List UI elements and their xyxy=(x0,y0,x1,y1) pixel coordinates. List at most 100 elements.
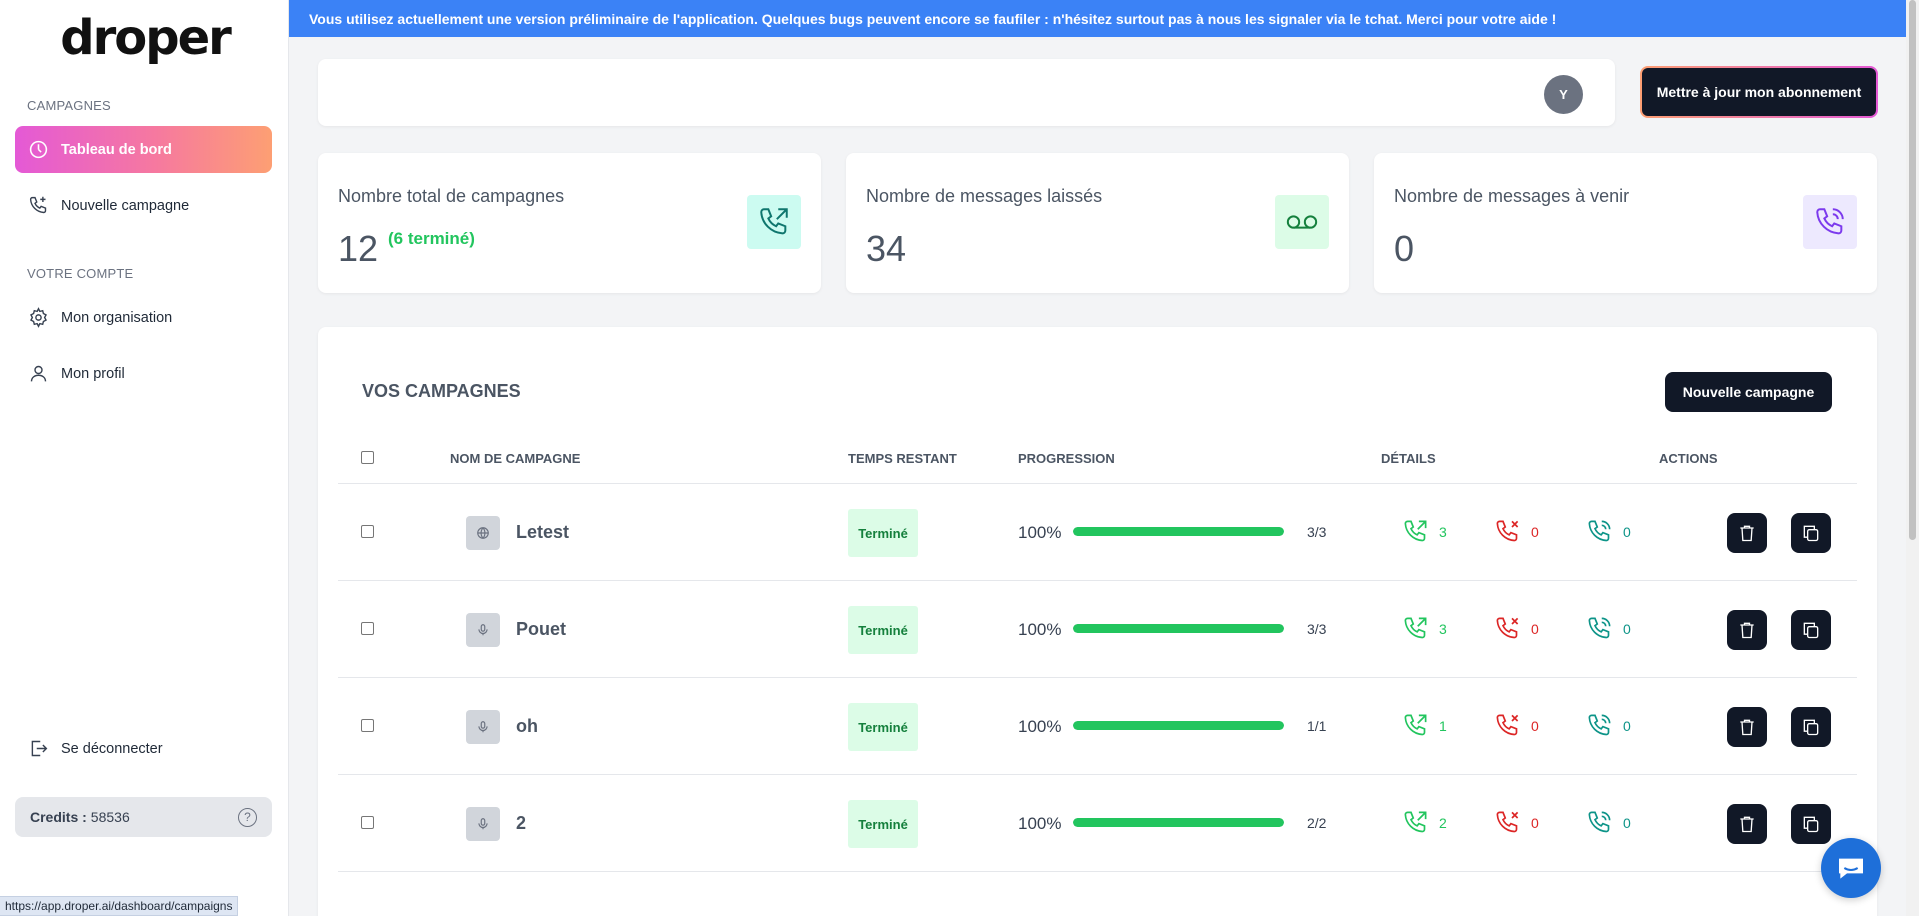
globe-icon xyxy=(466,516,500,550)
sent-count: 3 xyxy=(1439,620,1447,637)
progress-fill xyxy=(1073,527,1284,536)
gear-icon xyxy=(30,307,47,328)
column-header-time-left: TEMPS RESTANT xyxy=(848,451,957,466)
delete-button[interactable] xyxy=(1727,610,1767,650)
stat-card-messages-left: Nombre de messages laissés 34 xyxy=(846,153,1349,293)
progress-fill xyxy=(1073,624,1284,633)
detail-sent: 2 xyxy=(1402,809,1447,836)
detail-pending: 0 xyxy=(1586,712,1631,739)
progress-percent: 100% xyxy=(1018,717,1062,736)
trash-icon xyxy=(1737,523,1757,543)
logout-button[interactable]: Se déconnecter xyxy=(15,725,272,772)
phone-signal-icon xyxy=(1586,809,1613,836)
page-scrollbar[interactable] xyxy=(1906,0,1919,916)
duplicate-button[interactable] xyxy=(1791,707,1831,747)
sent-count: 1 xyxy=(1439,717,1447,734)
stat-label: Nombre total de campagnes xyxy=(338,186,565,206)
campaign-name[interactable]: 2 xyxy=(516,813,527,833)
droper-logo[interactable]: droper xyxy=(60,10,232,66)
upgrade-subscription-button[interactable]: Mettre à jour mon abonnement xyxy=(1640,66,1878,118)
sidebar-item-organisation[interactable]: Mon organisation xyxy=(15,294,272,341)
progress-fill xyxy=(1073,721,1284,730)
detail-failed: 0 xyxy=(1494,615,1539,642)
campaigns-title: VOS CAMPAGNES xyxy=(362,381,521,401)
section-label-campaigns: CAMPAGNES xyxy=(27,98,111,113)
progress-ratio: 1/1 xyxy=(1307,718,1327,734)
sent-count: 2 xyxy=(1439,814,1447,831)
sidebar-item-dashboard[interactable]: Tableau de bord xyxy=(15,126,272,173)
upgrade-subscription-label: Mettre à jour mon abonnement xyxy=(1642,68,1876,116)
section-label-account: VOTRE COMPTE xyxy=(27,266,134,281)
detail-pending: 0 xyxy=(1586,518,1631,545)
detail-sent: 3 xyxy=(1402,518,1447,545)
phone-missed-icon xyxy=(1494,615,1521,642)
failed-count: 0 xyxy=(1531,620,1539,637)
sidebar-item-label: Mon organisation xyxy=(61,309,173,326)
copy-icon xyxy=(1801,814,1821,834)
copy-icon xyxy=(1801,620,1821,640)
row-checkbox[interactable] xyxy=(361,816,374,829)
sidebar-item-new-campaign[interactable]: Nouvelle campagne xyxy=(15,182,272,229)
table-row: Pouet Terminé 100% 3/3 3 0 0 xyxy=(338,581,1857,678)
table-row: 2 Terminé 100% 2/2 2 0 0 xyxy=(338,775,1857,872)
dashboard-icon xyxy=(29,140,48,159)
top-bar: Y xyxy=(318,59,1615,126)
column-header-progress: PROGRESSION xyxy=(1018,451,1115,466)
failed-count: 0 xyxy=(1531,814,1539,831)
delete-button[interactable] xyxy=(1727,804,1767,844)
detail-pending: 0 xyxy=(1586,809,1631,836)
phone-signal-icon xyxy=(1586,712,1613,739)
campaign-name[interactable]: Pouet xyxy=(516,619,567,639)
microphone-icon xyxy=(466,613,500,647)
detail-failed: 0 xyxy=(1494,712,1539,739)
sidebar: droper CAMPAGNES Tableau de bord Nouvell… xyxy=(0,0,289,916)
status-badge: Terminé xyxy=(848,703,918,751)
progress-percent: 100% xyxy=(1018,620,1062,639)
duplicate-button[interactable] xyxy=(1791,804,1831,844)
credits-box: Credits : 58536 ? xyxy=(15,797,272,837)
trash-icon xyxy=(1737,620,1757,640)
help-icon[interactable]: ? xyxy=(238,807,257,827)
phone-missed-icon xyxy=(1494,809,1521,836)
sidebar-item-profile[interactable]: Mon profil xyxy=(15,350,272,397)
stat-label: Nombre de messages à venir xyxy=(1394,186,1630,206)
phone-signal-icon xyxy=(1586,518,1613,545)
delete-button[interactable] xyxy=(1727,513,1767,553)
pending-count: 0 xyxy=(1623,717,1631,734)
detail-pending: 0 xyxy=(1586,615,1631,642)
campaign-name[interactable]: Letest xyxy=(516,522,570,542)
stat-card-total-campaigns: Nombre total de campagnes 12 (6 terminé) xyxy=(318,153,821,293)
progress-ratio: 3/3 xyxy=(1307,524,1327,540)
chat-bubble-icon xyxy=(1839,858,1863,879)
new-campaign-button[interactable]: Nouvelle campagne xyxy=(1665,372,1832,412)
scrollbar-thumb[interactable] xyxy=(1909,0,1916,540)
sidebar-item-label: Nouvelle campagne xyxy=(61,197,190,214)
sent-count: 3 xyxy=(1439,523,1447,540)
delete-button[interactable] xyxy=(1727,707,1767,747)
phone-plus-icon xyxy=(29,196,47,214)
progress-ratio: 3/3 xyxy=(1307,621,1327,637)
phone-missed-icon xyxy=(1494,712,1521,739)
phone-outgoing-icon xyxy=(1402,518,1429,545)
duplicate-button[interactable] xyxy=(1791,513,1831,553)
row-checkbox[interactable] xyxy=(361,719,374,732)
select-all-checkbox[interactable] xyxy=(361,451,374,464)
chat-launcher-button[interactable] xyxy=(1821,838,1881,898)
campaigns-panel: VOS CAMPAGNES Nouvelle campagne NOM DE C… xyxy=(318,327,1877,916)
status-badge: Terminé xyxy=(848,509,918,557)
duplicate-button[interactable] xyxy=(1791,610,1831,650)
trash-icon xyxy=(1737,814,1757,834)
pending-count: 0 xyxy=(1623,620,1631,637)
progress-percent: 100% xyxy=(1018,523,1062,542)
phone-signal-icon xyxy=(1803,195,1857,249)
row-checkbox[interactable] xyxy=(361,622,374,635)
progress-bar xyxy=(1073,527,1284,536)
stat-label: Nombre de messages laissés xyxy=(866,186,1103,206)
detail-sent: 1 xyxy=(1402,712,1447,739)
detail-failed: 0 xyxy=(1494,809,1539,836)
campaign-name[interactable]: oh xyxy=(516,716,538,736)
copy-icon xyxy=(1801,523,1821,543)
avatar[interactable]: Y xyxy=(1544,75,1583,114)
row-checkbox[interactable] xyxy=(361,525,374,538)
failed-count: 0 xyxy=(1531,717,1539,734)
